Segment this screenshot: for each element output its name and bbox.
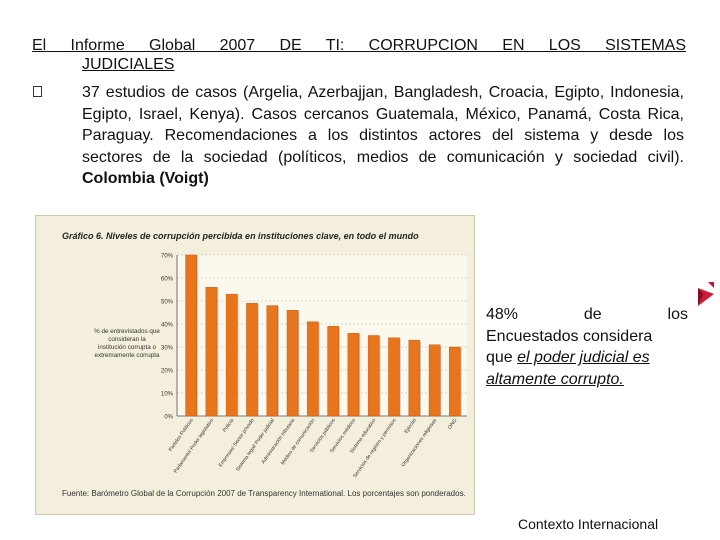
- footer-label: Contexto Internacional: [518, 516, 659, 532]
- chevron-right-icon: [698, 282, 714, 306]
- bar: [266, 305, 279, 417]
- x-tick-label: Empresas/ Sector privado: [218, 418, 256, 469]
- callout-line-3-plain: que: [486, 349, 518, 367]
- bar: [286, 309, 299, 417]
- bullet-text: 37 estudios de casos (Argelia, Azerbajja…: [82, 84, 684, 166]
- bullet-paragraph: 37 estudios de casos (Argelia, Azerbajja…: [82, 82, 684, 190]
- bar: [347, 332, 360, 417]
- bar: [449, 346, 461, 417]
- callout-line-3-emphasis: el poder judicial es: [517, 349, 650, 367]
- heading-line-1: El Informe Global 2007 DE TI: CORRUPCION…: [32, 37, 686, 54]
- bar-chart: 0% 10% 20% 30% 40% 50% 60% 70% % de entrevistado…: [94, 254, 467, 479]
- callout-word-3: los: [667, 306, 688, 323]
- bar: [307, 321, 319, 417]
- x-tick-label: Ejército: [403, 418, 418, 435]
- x-tick-label: Policía: [222, 418, 236, 434]
- callout-word-2: de: [583, 306, 602, 323]
- chart-title: Gráfico 6. Niveles de corrupción percibi…: [62, 231, 419, 241]
- y-tick-label: 60%: [161, 277, 174, 283]
- bullet-bold-text: Colombia (Voigt): [82, 170, 209, 188]
- heading-line-2: JUDICIALES: [82, 56, 175, 73]
- y-axis-label: % de entrevistados que consideran la insti…: [94, 328, 160, 359]
- callout-text: 48% de los Encuestados considera que el …: [486, 304, 688, 390]
- y-tick-label: 40%: [161, 323, 174, 329]
- bar: [388, 337, 400, 417]
- plot-area: [177, 255, 467, 416]
- bar: [327, 326, 339, 417]
- callout-line-4-emphasis: altamente corrupto.: [486, 370, 624, 388]
- callout-line-2: Encuestados considera: [486, 327, 653, 345]
- x-tick-label: Sistema legal/ Poder judicial: [235, 418, 276, 473]
- callout-line-3: que el poder judicial es: [486, 347, 688, 369]
- callout-line-1: 48% de los: [486, 304, 688, 326]
- slide-heading: El Informe Global 2007 DE TI: CORRUPCION…: [32, 36, 686, 55]
- callout-line-4: altamente corrupto.: [486, 369, 688, 391]
- slide-heading-line-2: JUDICIALES: [82, 55, 174, 74]
- checkbox-bullet-icon: [33, 86, 42, 97]
- bar: [428, 344, 441, 417]
- x-tick-label: Servicios de registro y permisos: [352, 417, 398, 479]
- bar: [205, 286, 218, 417]
- x-tick-label: ONG: [447, 418, 459, 431]
- bar: [367, 335, 380, 417]
- y-tick-label: 10%: [161, 392, 174, 398]
- bar: [246, 303, 258, 417]
- y-tick-label: 30%: [161, 346, 174, 352]
- y-tick-label: 0%: [164, 415, 173, 421]
- x-tick-label: Organizaciones religiosas: [400, 417, 438, 468]
- callout-word-1: 48%: [486, 306, 519, 323]
- bar: [408, 339, 421, 417]
- y-tick-label: 50%: [161, 300, 174, 306]
- x-tick-label: Parlamento/ Poder legislativo: [173, 418, 215, 475]
- y-tick-label: 20%: [161, 369, 174, 375]
- y-tick-label: 70%: [161, 254, 174, 260]
- chart-source: Fuente: Barómetro Global de la Corrupció…: [62, 489, 466, 498]
- bar: [225, 293, 238, 417]
- bar: [185, 254, 197, 417]
